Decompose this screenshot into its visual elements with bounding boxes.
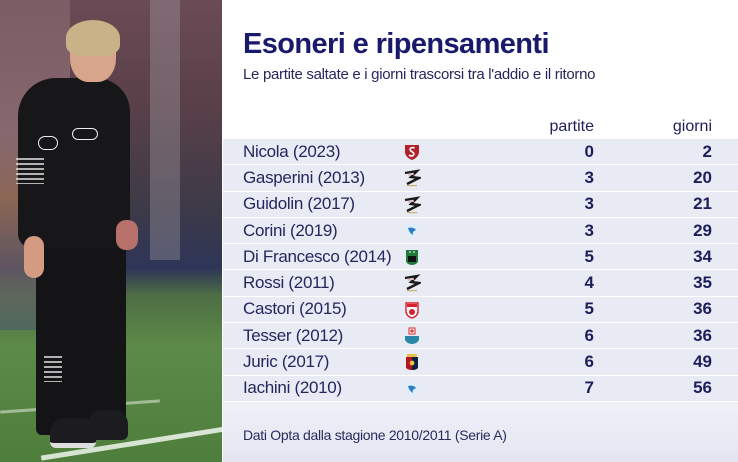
trouser-stripes <box>44 356 62 382</box>
table-row: Juric (2017) 6 49 <box>223 349 738 376</box>
partite-value: 5 <box>584 246 594 266</box>
partite-value: 7 <box>584 378 594 398</box>
table-row: Gasperini (2013) 3 20 <box>223 165 738 192</box>
coach-name: Nicola (2023) <box>243 141 341 161</box>
sponsor-logo <box>72 128 98 140</box>
giorni-value: 56 <box>693 378 712 398</box>
novara-crest-icon <box>405 327 419 345</box>
coach-name: Juric (2017) <box>243 352 330 372</box>
column-header-partite: partite <box>549 118 594 135</box>
sassuolo-crest-icon <box>406 250 418 266</box>
coach-table: Nicola (2023) 0 2 Gasperini (2013) 3 20 … <box>223 139 738 402</box>
partite-value: 6 <box>584 352 594 372</box>
giorni-value: 2 <box>702 141 712 161</box>
photo-background-post <box>150 0 180 260</box>
partite-value: 5 <box>584 299 594 319</box>
coach-legs <box>36 235 126 435</box>
coach-name: Iachini (2010) <box>243 378 342 398</box>
table-row: Guidolin (2017) 3 21 <box>223 191 738 218</box>
giorni-value: 35 <box>693 273 712 293</box>
coach-hair <box>66 20 120 56</box>
partite-value: 3 <box>584 194 594 214</box>
coach-name: Di Francesco (2014) <box>243 246 392 266</box>
giorni-value: 29 <box>693 220 712 240</box>
coach-name: Gasperini (2013) <box>243 167 365 187</box>
page-title: Esoneri e ripensamenti <box>243 28 550 60</box>
sleeve-stripes <box>16 158 44 184</box>
partite-value: 4 <box>584 273 594 293</box>
giorni-value: 36 <box>693 299 712 319</box>
coach-photo <box>0 0 222 462</box>
table-row: Nicola (2023) 0 2 <box>223 139 738 166</box>
coach-name: Rossi (2011) <box>243 273 335 293</box>
sleeve-logo <box>38 136 58 150</box>
partite-value: 0 <box>584 141 594 161</box>
coach-shoe <box>88 410 128 440</box>
coach-left-hand <box>24 236 44 278</box>
giorni-value: 36 <box>693 325 712 345</box>
brescia-crest-icon <box>406 223 418 239</box>
brescia-crest-icon <box>406 381 418 397</box>
palermo-crest-icon <box>404 274 421 292</box>
coach-name: Tesser (2012) <box>243 325 344 345</box>
coach-right-hand <box>116 220 138 250</box>
palermo-crest-icon <box>404 169 421 187</box>
partite-value: 3 <box>584 220 594 240</box>
giorni-value: 34 <box>693 246 712 266</box>
table-row: Di Francesco (2014) 5 34 <box>223 244 738 271</box>
coach-name: Castori (2015) <box>243 299 347 319</box>
source-note: Dati Opta dalla stagione 2010/2011 (Seri… <box>243 427 507 443</box>
partite-value: 6 <box>584 325 594 345</box>
giorni-value: 21 <box>693 194 712 214</box>
page-subtitle: Le partite saltate e i giorni trascorsi … <box>243 66 596 83</box>
table-row: Iachini (2010) 7 56 <box>223 375 738 402</box>
giorni-value: 20 <box>693 167 712 187</box>
table-row: Castori (2015) 5 36 <box>223 296 738 324</box>
coach-name: Corini (2019) <box>243 220 338 240</box>
column-header-giorni: giorni <box>672 118 712 135</box>
giorni-value: 49 <box>693 352 712 372</box>
palermo-crest-icon <box>404 195 421 213</box>
table-row: Rossi (2011) 4 35 <box>223 270 738 297</box>
stats-panel: Esoneri e ripensamenti Le partite saltat… <box>223 0 738 462</box>
carpi-crest-icon <box>405 302 419 319</box>
salernitana-crest-icon <box>405 145 419 160</box>
coach-name: Guidolin (2017) <box>243 194 355 214</box>
table-row: Corini (2019) 3 29 <box>223 217 738 245</box>
table-row: Tesser (2012) 6 36 <box>223 323 738 350</box>
partite-value: 3 <box>584 167 594 187</box>
genoa-crest-icon <box>406 354 418 371</box>
